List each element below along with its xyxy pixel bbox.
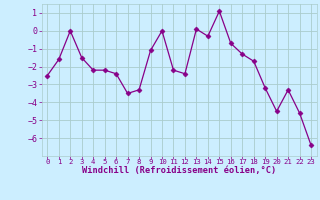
X-axis label: Windchill (Refroidissement éolien,°C): Windchill (Refroidissement éolien,°C) [82,166,276,175]
